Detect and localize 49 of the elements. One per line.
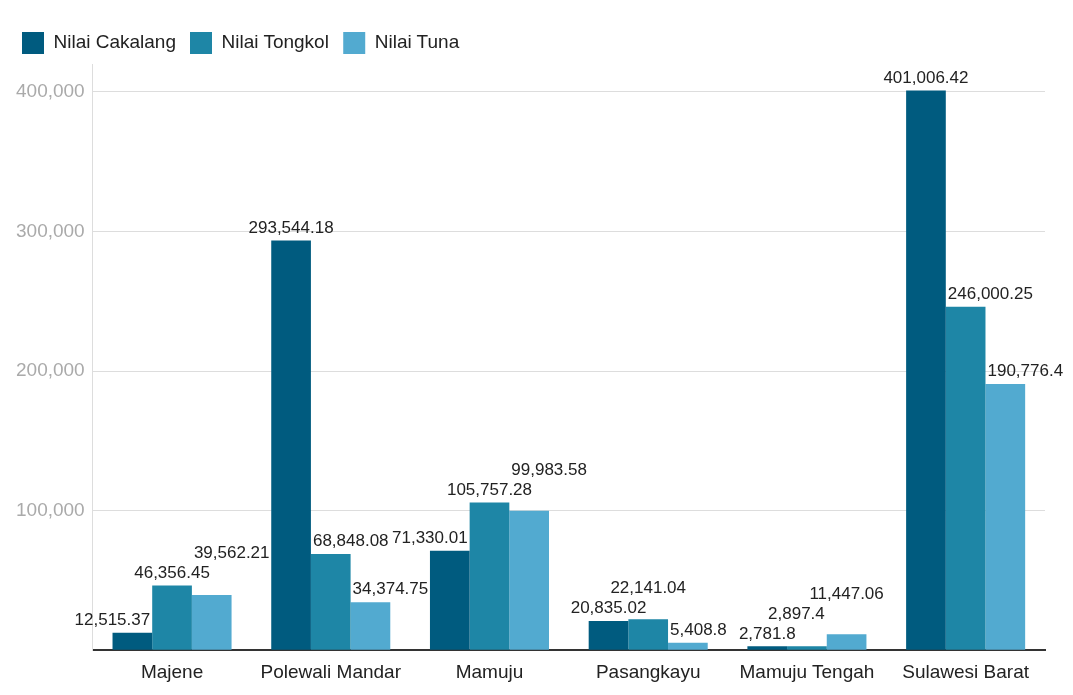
- x-tick-label: Majene: [140, 660, 204, 682]
- bar: [945, 306, 986, 650]
- x-tick-label: Sulawesi Barat: [902, 660, 1030, 682]
- data-label: 68,848.08: [312, 531, 389, 551]
- data-label: 401,006.42: [883, 67, 969, 87]
- data-label: 5,408.8: [670, 619, 727, 639]
- bar: [588, 621, 629, 650]
- bar: [191, 594, 232, 650]
- data-label: 105,757.28: [446, 479, 533, 499]
- data-label: 46,356.45: [134, 562, 210, 582]
- bar: [152, 585, 192, 650]
- data-label: 20,835.02: [570, 598, 647, 618]
- bar: [906, 90, 946, 650]
- bar: [747, 646, 788, 650]
- bar: [469, 502, 510, 650]
- data-label: 11,447.06: [809, 583, 884, 603]
- data-label: 190,776.4: [987, 361, 1064, 381]
- bar: [429, 550, 470, 650]
- x-tick-label: Pasangkayu: [595, 660, 701, 682]
- bar: [112, 632, 153, 650]
- data-label: 2,781.8: [738, 623, 796, 643]
- legend-label: Nilai Cakalang: [53, 31, 177, 53]
- bar: [271, 240, 311, 650]
- legend-label: Nilai Tongkol: [221, 31, 329, 53]
- data-label: 71,330.01: [392, 527, 468, 547]
- data-label: 2,897.4: [768, 603, 825, 623]
- x-tick-label: Polewali Mandar: [260, 660, 402, 682]
- x-tick-label: Mamuju Tengah: [739, 660, 875, 682]
- data-label: 246,000.25: [947, 284, 1033, 304]
- bar: [509, 510, 549, 650]
- bar: [787, 646, 827, 650]
- legend-label: Nilai Tuna: [374, 31, 460, 53]
- data-label: 293,544.18: [248, 217, 334, 237]
- bar: [985, 383, 1026, 650]
- bar: [310, 554, 351, 650]
- bar: [350, 602, 391, 650]
- y-tick-label: 100,000: [15, 498, 85, 520]
- bar: [668, 642, 708, 650]
- data-label: 39,562.21: [193, 542, 270, 562]
- data-label: 99,983.58: [511, 459, 587, 479]
- data-label: 12,515.37: [74, 609, 151, 629]
- y-tick-label: 200,000: [15, 359, 85, 381]
- x-tick-label: Mamuju: [455, 660, 524, 682]
- bar: [628, 619, 669, 650]
- data-label: 34,374.75: [352, 579, 429, 599]
- y-tick-label: 400,000: [15, 80, 85, 102]
- data-label: 22,141.04: [610, 578, 687, 598]
- y-tick-label: 300,000: [15, 219, 85, 241]
- bar: [826, 634, 867, 650]
